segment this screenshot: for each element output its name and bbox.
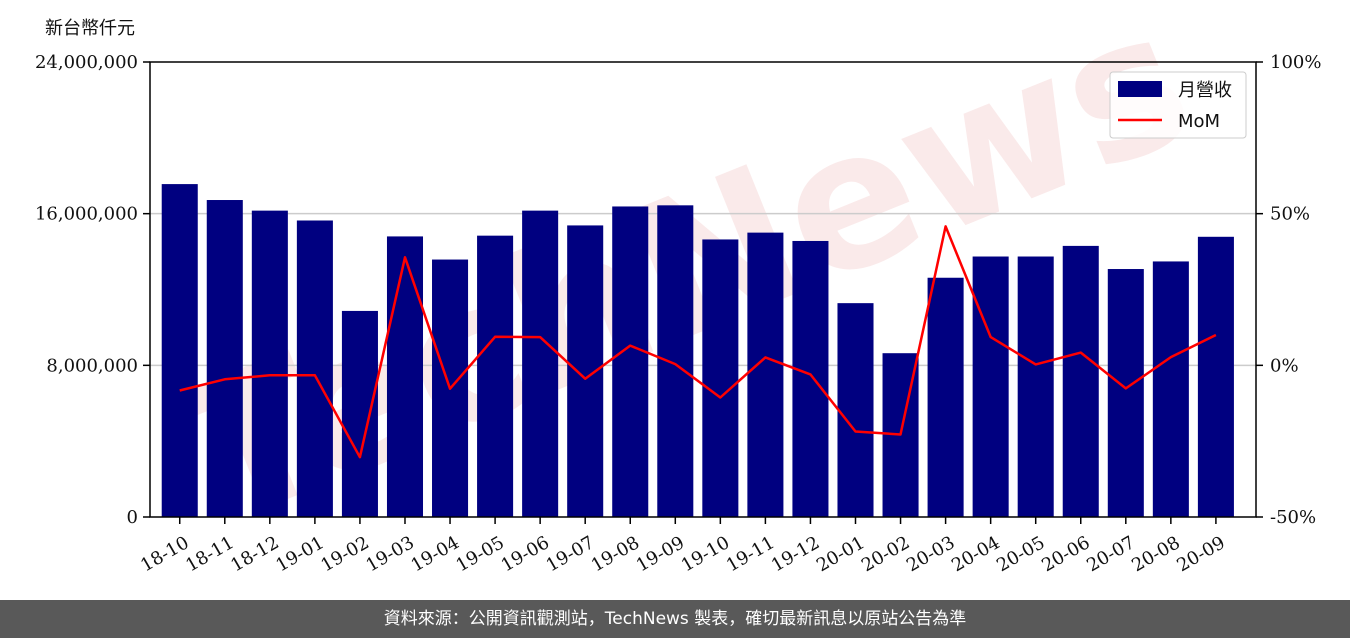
y2-tick-label: -50% [1270, 507, 1316, 528]
bar-19-05 [477, 235, 514, 518]
bar-19-08 [612, 206, 649, 517]
bar-18-11 [206, 200, 243, 517]
y-tick-label: 8,000,000 [46, 355, 138, 376]
bar-20-06 [1062, 245, 1099, 518]
x-tick-label: 19-12 [768, 532, 823, 576]
y-tick-label: 0 [127, 507, 138, 528]
x-tick-label: 20-02 [858, 532, 913, 576]
y-axis-unit-label: 新台幣仟元 [45, 18, 135, 39]
source-footer: 資料來源：公開資訊觀測站，TechNews 製表，確切最新訊息以原站公告為準 [0, 600, 1350, 638]
bar-20-04 [972, 256, 1009, 517]
x-tick-label: 19-08 [588, 532, 643, 576]
bar-20-05 [1017, 256, 1054, 517]
x-tick-label: 19-03 [362, 532, 417, 576]
bar-20-08 [1152, 261, 1189, 517]
x-tick-label: 19-11 [723, 532, 778, 576]
bar-series [161, 184, 1234, 518]
x-tick-label: 20-03 [903, 532, 958, 576]
x-tick-label: 19-02 [317, 532, 372, 576]
y2-tick-label: 50% [1270, 204, 1310, 225]
legend: 月營收 MoM [1109, 71, 1247, 139]
bar-19-09 [657, 205, 694, 517]
x-tick-label: 18-10 [137, 532, 192, 576]
bar-20-07 [1107, 269, 1144, 517]
y2-tick-label: 100% [1270, 52, 1321, 73]
bar-19-01 [296, 220, 333, 517]
bar-20-09 [1197, 236, 1234, 517]
legend-swatch-revenue [1118, 81, 1162, 97]
x-tick-label: 20-01 [813, 532, 868, 576]
x-tick-label: 20-05 [993, 532, 1048, 576]
x-tick-label: 20-04 [948, 532, 1003, 576]
bar-18-12 [251, 210, 288, 517]
legend-label-mom: MoM [1178, 111, 1220, 132]
bar-19-03 [386, 236, 424, 517]
x-tick-label: 19-07 [543, 532, 598, 576]
x-tick-label: 20-08 [1128, 532, 1183, 576]
x-tick-label: 18-11 [182, 532, 237, 576]
bar-18-10 [161, 184, 198, 517]
x-tick-label: 19-05 [453, 532, 508, 576]
bar-20-03 [927, 277, 964, 517]
x-tick-label: 19-06 [498, 532, 553, 576]
plot-frame [149, 61, 1257, 518]
y-tick-label: 16,000,000 [35, 204, 138, 225]
bar-20-01 [837, 303, 874, 517]
bar-19-11 [747, 232, 784, 517]
y-tick-label: 24,000,000 [35, 52, 138, 73]
revenue-chart: TechNews 08,000,00016,000,00024,000,000-… [35, 0, 1322, 576]
bar-19-10 [702, 239, 739, 517]
x-tick-label: 20-07 [1083, 532, 1138, 576]
legend-label-revenue: 月營收 [1178, 80, 1232, 101]
y2-tick-label: 0% [1270, 355, 1299, 376]
x-tick-label: 20-06 [1038, 532, 1093, 576]
mom-line [179, 225, 1217, 459]
x-tick-label: 19-09 [633, 532, 688, 576]
x-tick-label: 19-10 [678, 532, 733, 576]
bar-19-07 [567, 225, 604, 517]
bar-19-06 [522, 210, 559, 517]
x-tick-label: 19-04 [407, 532, 462, 576]
x-tick-label: 20-09 [1173, 532, 1228, 576]
bar-19-12 [792, 240, 829, 517]
mom-line-series [179, 225, 1217, 459]
bar-19-02 [341, 310, 378, 517]
